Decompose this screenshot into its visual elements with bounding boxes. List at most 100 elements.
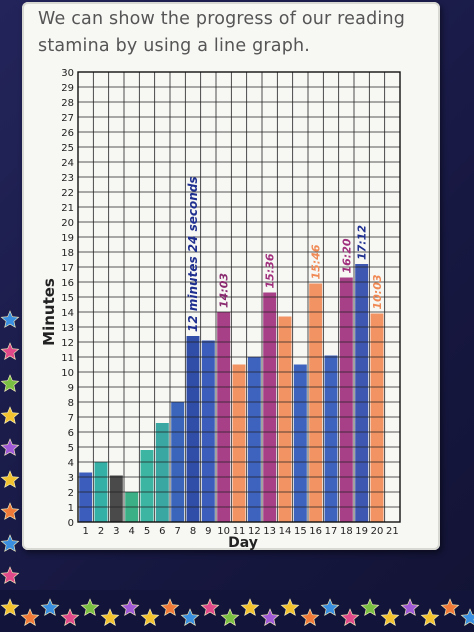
y-tick-label: 27 (61, 113, 74, 124)
x-tick-label: 8 (190, 526, 196, 537)
y-tick-label: 30 (61, 68, 74, 79)
y-tick-labels: 0123456789101112131415161718192021222324… (61, 68, 74, 529)
star-icon (380, 608, 400, 626)
y-tick-label: 5 (68, 443, 74, 454)
x-tick-label: 18 (340, 526, 353, 537)
star-icon (20, 608, 40, 626)
star-icon (420, 608, 440, 626)
bar-day-9 (201, 340, 215, 522)
y-axis-label: Minutes (40, 278, 58, 346)
bar-day-13 (263, 292, 277, 522)
plot-frame (77, 71, 401, 523)
annotations-layer: 12 minutes 24 seconds 14:03 15:36 15:46 16:2… (186, 176, 384, 332)
star-icon (220, 608, 240, 626)
y-tick-label: 17 (61, 263, 74, 274)
y-tick-label: 12 (61, 338, 74, 349)
y-tick-label: 25 (61, 143, 74, 154)
y-tick-label: 9 (68, 383, 74, 394)
annotation-day-19: 17:12 (356, 225, 369, 260)
x-tick-label: 9 (205, 526, 211, 537)
annotation-day-8: 12 minutes 24 seconds (186, 176, 200, 332)
y-tick-label: 13 (61, 323, 74, 334)
x-tick-label: 15 (294, 526, 307, 537)
x-tick-label: 7 (174, 526, 180, 537)
bar-day-16 (309, 283, 323, 522)
x-tick-label: 13 (263, 526, 276, 537)
bar-day-11 (232, 364, 246, 522)
bar-day-19 (355, 264, 369, 522)
star-icon (80, 598, 100, 616)
star-icon (0, 534, 20, 552)
x-axis-label: Day (228, 535, 258, 551)
annotation-day-18: 16:20 (340, 238, 353, 273)
title-line-1: We can show the progress of our reading (38, 9, 406, 29)
star-icon (460, 608, 474, 626)
star-icon (0, 566, 20, 584)
star-icon (60, 608, 80, 626)
star-icon (120, 598, 140, 616)
star-icon (440, 598, 460, 616)
annotation-day-10: 14:03 (218, 273, 231, 308)
y-tick-label: 16 (61, 278, 74, 289)
star-icon (260, 608, 280, 626)
bar-day-20 (370, 313, 384, 522)
y-tick-label: 14 (61, 308, 74, 319)
star-icon (0, 598, 20, 616)
x-tick-label: 19 (355, 526, 368, 537)
star-icon (340, 608, 360, 626)
star-icon (0, 342, 20, 360)
x-tick-label: 20 (371, 526, 384, 537)
side-star-decorations (0, 310, 20, 584)
x-tick-label: 12 (248, 526, 261, 537)
x-tick-labels: 1 2 3 4 5 6 7 8 9 10 11 12 13 14 15 16 17 18 19 20 21 (82, 526, 398, 537)
y-tick-label: 6 (68, 428, 74, 439)
star-icon (0, 438, 20, 456)
y-tick-label: 7 (68, 413, 74, 424)
x-tick-label: 16 (309, 526, 322, 537)
y-tick-label: 10 (61, 368, 74, 379)
star-icon (0, 310, 20, 328)
y-tick-label: 2 (68, 488, 74, 499)
y-tick-label: 24 (61, 158, 74, 169)
star-icon (280, 598, 300, 616)
y-tick-label: 0 (68, 518, 74, 529)
x-tick-label: 10 (217, 526, 230, 537)
bar-day-18 (339, 277, 353, 522)
star-icon (0, 406, 20, 424)
star-icon (0, 502, 20, 520)
x-tick-label: 5 (144, 526, 150, 537)
grid-layer (77, 71, 401, 523)
star-icon (300, 608, 320, 626)
star-icon (400, 598, 420, 616)
star-icon (100, 608, 120, 626)
annotation-day-13: 15:36 (264, 253, 277, 288)
x-tick-label: 4 (128, 526, 134, 537)
bar-day-6 (155, 423, 169, 522)
y-tick-label: 21 (61, 203, 74, 214)
x-tick-label: 6 (159, 526, 165, 537)
star-icon (240, 598, 260, 616)
bar-day-1 (79, 472, 93, 522)
star-icon (180, 608, 200, 626)
y-tick-label: 26 (61, 128, 74, 139)
bar-day-12 (247, 357, 261, 522)
y-tick-label: 3 (68, 473, 74, 484)
bar-day-3 (109, 475, 123, 522)
x-tick-label: 1 (82, 526, 88, 537)
star-icon (160, 598, 180, 616)
y-tick-label: 18 (61, 248, 74, 259)
chart-title: We can show the progress of our reading … (38, 6, 438, 60)
x-tick-label: 2 (98, 526, 104, 537)
annotation-day-16: 15:46 (310, 244, 323, 279)
y-tick-label: 15 (61, 293, 74, 304)
bar-day-8 (186, 336, 200, 522)
star-icon (140, 608, 160, 626)
star-icon (360, 598, 380, 616)
star-icon (200, 598, 220, 616)
star-icon (0, 470, 20, 488)
bar-day-17 (324, 355, 338, 522)
y-tick-label: 23 (61, 173, 74, 184)
bar-day-15 (293, 364, 307, 522)
y-tick-label: 4 (68, 458, 74, 469)
